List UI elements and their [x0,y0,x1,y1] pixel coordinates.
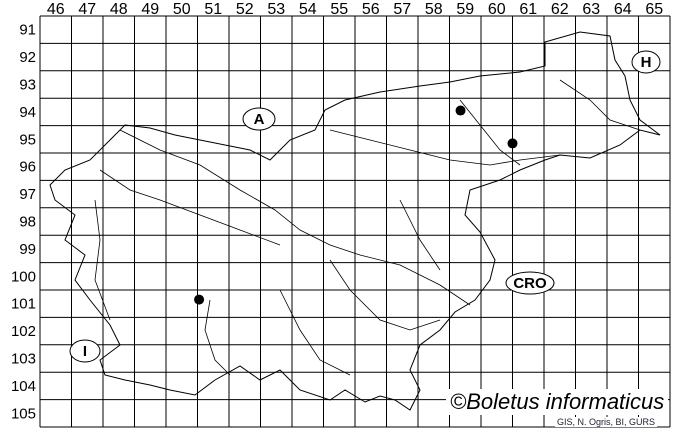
column-label: 61 [519,1,537,18]
column-label: 56 [362,1,380,18]
column-label: 57 [393,1,411,18]
row-label: 99 [19,241,36,258]
row-label: 96 [19,159,36,176]
row-label: 101 [11,296,36,313]
record-dot [194,294,205,305]
country-labels: A H CRO I [69,50,661,363]
row-label: 91 [19,22,36,39]
column-label: 54 [299,1,317,18]
column-label: 64 [614,1,632,18]
column-label: 60 [488,1,506,18]
column-label: 62 [551,1,569,18]
svg-text:A: A [254,111,265,128]
grid [39,15,671,428]
credit-text: GIS, N. Ogris, BI, GURS [555,417,658,427]
country-label-hungary: H [631,50,661,74]
record-dot [455,105,466,116]
column-label: 59 [456,1,474,18]
row-label: 102 [11,323,36,340]
country-label-austria: A [242,107,276,131]
row-label: 105 [11,405,36,422]
column-label: 51 [204,1,222,18]
country-label-croatia: CRO [505,271,555,295]
column-label: 47 [78,1,96,18]
column-labels: 46 47 48 49 50 51 52 53 54 55 56 57 58 59 60 61 62 63 64 65 [47,1,663,18]
column-label: 49 [141,1,159,18]
column-label: 55 [330,1,348,18]
row-label: 100 [11,268,36,285]
row-label: 92 [19,49,36,66]
svg-text:CRO: CRO [513,275,547,292]
column-label: 53 [267,1,285,18]
column-label: 63 [582,1,600,18]
svg-text:I: I [83,343,87,360]
copyright-text: ©Boletus informaticus [446,389,669,415]
column-label: 46 [47,1,65,18]
country-border [49,31,661,411]
row-label: 95 [19,131,36,148]
record-dot [507,138,518,149]
record-dots [194,105,518,305]
column-label: 48 [110,1,128,18]
country-label-italy: I [69,339,101,363]
row-label: 104 [11,378,36,395]
row-label: 98 [19,214,36,231]
column-label: 65 [645,1,663,18]
column-label: 52 [236,1,254,18]
column-label: 58 [425,1,443,18]
row-label: 94 [19,104,36,121]
row-label: 93 [19,77,36,94]
row-label: 103 [11,351,36,368]
column-label: 50 [173,1,191,18]
row-label: 97 [19,186,36,203]
row-labels: 91 92 93 94 95 96 97 98 99 100 101 102 103 104 105 [11,22,36,423]
svg-text:H: H [641,54,652,71]
rivers [94,79,641,376]
